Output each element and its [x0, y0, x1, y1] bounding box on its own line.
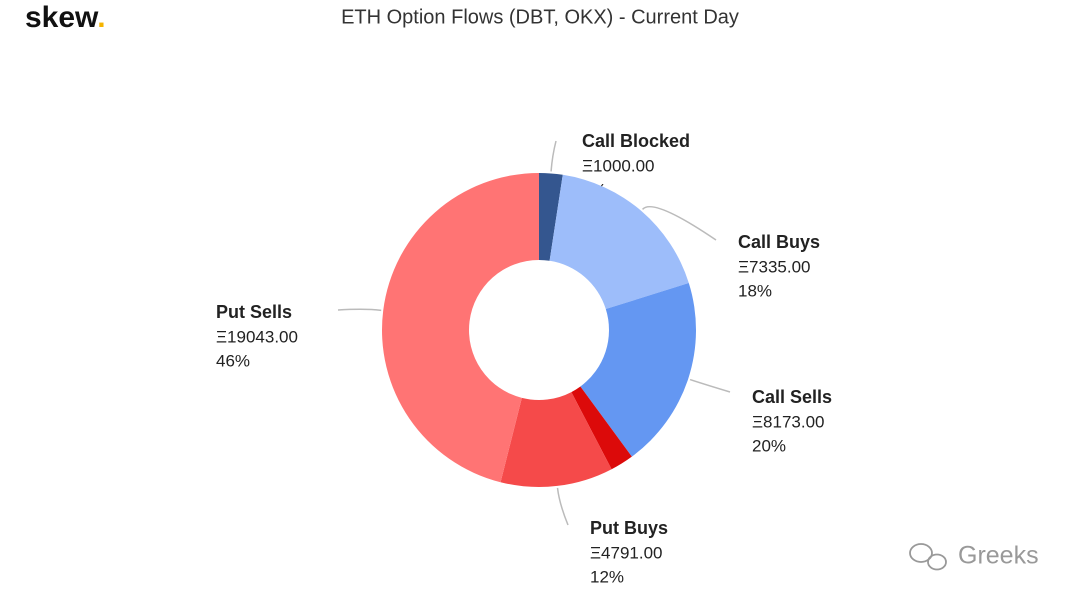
label-value: Ξ7335.00 [738, 257, 811, 276]
donut-segment [549, 174, 689, 310]
leader-line [550, 140, 557, 172]
chart-title: ETH Option Flows (DBT, OKX) - Current Da… [341, 6, 739, 28]
label-percent: 20% [752, 436, 786, 455]
leader-line [641, 205, 717, 241]
watermark: Greeks [958, 542, 1039, 570]
donut-segment [381, 173, 539, 483]
label-percent: 12% [590, 567, 624, 586]
brand-dot: . [97, 1, 105, 34]
label-percent: 18% [738, 281, 772, 300]
brand-logo: skew. [25, 1, 106, 34]
label-percent: 46% [216, 351, 250, 370]
brand-name: skew [25, 1, 99, 34]
label-name: Call Buys [738, 232, 820, 252]
leader-line [337, 308, 382, 312]
label-name: Call Blocked [582, 131, 690, 151]
donut-segment [580, 282, 696, 457]
leader-line [689, 378, 731, 393]
label-name: Put Sells [216, 302, 292, 322]
donut-segment [571, 386, 632, 470]
leader-line [556, 487, 569, 526]
label-value: Ξ4791.00 [590, 543, 663, 562]
watermark-icon [909, 543, 947, 571]
label-name: Put Buys [590, 518, 668, 538]
donut-segment [539, 173, 563, 261]
label-value: Ξ19043.00 [216, 327, 298, 346]
donut-segment [500, 392, 612, 487]
label-value: Ξ8173.00 [752, 412, 825, 431]
label-name: Call Sells [752, 387, 832, 407]
label-value: Ξ1000.00 [582, 156, 655, 175]
